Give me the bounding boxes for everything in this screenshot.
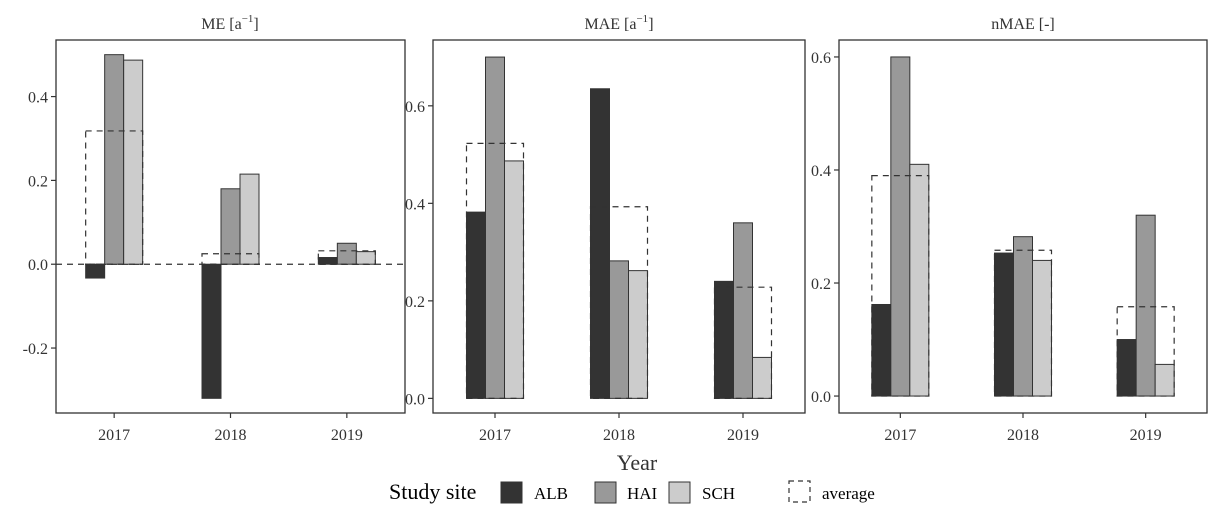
bar-hai-2018: [220, 188, 241, 265]
x-tick-label: 2018: [603, 427, 635, 444]
panel-title-superscript: −1: [242, 13, 254, 25]
bar-hai-2018: [1013, 236, 1033, 397]
bar-hai-2018: [609, 260, 629, 399]
bar-sch-2019: [752, 356, 772, 399]
bar-hai-2019: [336, 242, 357, 265]
average-outline-2017: [871, 175, 930, 397]
legend-title: Study site: [389, 479, 476, 504]
panel-1: ME [a−1] -0.2 0.0 0.2 0.4 2017 2018 2019: [23, 13, 406, 444]
y-tick-label: 0.2: [811, 276, 831, 293]
bar-hai-2017: [104, 54, 125, 265]
legend-swatch-alb: [500, 481, 523, 504]
x-tick-label: 2018: [1007, 427, 1039, 444]
legend-label-average: average: [822, 484, 875, 503]
y-tick-label: -0.2: [23, 341, 48, 358]
panel-title-suffix: ]: [253, 16, 258, 33]
y-tick-label: 0.0: [811, 389, 831, 406]
x-tick-label: 2019: [331, 427, 363, 444]
x-tick-label: 2017: [884, 427, 916, 444]
panel-3: nMAE [-] 0.0 0.2 0.4 0.6 2017 2018 2019: [811, 16, 1208, 444]
average-outline-2019: [713, 286, 773, 399]
y-tick-label: 0.6: [811, 50, 831, 67]
bar-hai-2017: [485, 56, 505, 399]
bar-sch-2017: [504, 160, 524, 399]
bar-sch-2017: [909, 163, 930, 397]
panel-title: ME [a−1]: [201, 13, 258, 33]
legend: Study site ALB HAI SCH average: [389, 479, 875, 504]
bar-alb-2019: [317, 257, 338, 265]
average-outline-2017: [85, 130, 144, 265]
x-tick-label: 2017: [98, 427, 130, 444]
bar-sch-2019: [1154, 363, 1175, 397]
bar-hai-2019: [1135, 214, 1156, 397]
panel-title: MAE [a−1]: [584, 13, 653, 33]
bar-sch-2017: [123, 59, 144, 265]
bar-sch-2018: [1032, 259, 1052, 397]
panel-2: MAE [a−1] 0.0 0.2 0.4 0.6 2017 2018 2019: [405, 13, 806, 444]
legend-label-alb: ALB: [534, 484, 568, 503]
bar-sch-2018: [239, 173, 260, 265]
y-tick-label: 0.0: [405, 391, 425, 408]
x-axis-title: Year: [617, 450, 658, 475]
bar-sch-2019: [355, 251, 376, 265]
average-outline-2019: [1116, 306, 1175, 397]
bar-alb-2019: [714, 280, 734, 399]
y-tick-label: 0.2: [28, 173, 48, 190]
average-outline-2018: [993, 249, 1053, 397]
bar-alb-2017: [871, 303, 892, 397]
y-tick-label: 0.4: [405, 196, 425, 213]
average-outline-2018: [589, 206, 649, 399]
bar-hai-2017: [890, 56, 911, 397]
average-outline-2017: [465, 142, 525, 399]
bar-alb-2019: [1116, 339, 1137, 397]
bar-alb-2018: [590, 88, 610, 399]
bar-alb-2018: [201, 263, 222, 399]
bar-alb-2017: [466, 211, 486, 399]
bar-sch-2018: [628, 270, 648, 399]
bar-alb-2017: [85, 263, 106, 279]
legend-swatch-sch: [668, 481, 691, 504]
y-tick-label: 0.4: [28, 90, 48, 107]
x-tick-label: 2018: [215, 427, 247, 444]
legend-swatch-hai: [594, 481, 617, 504]
y-tick-label: 0.2: [405, 294, 425, 311]
x-tick-label: 2017: [479, 427, 511, 444]
y-tick-label: 0.6: [405, 99, 425, 116]
x-tick-label: 2019: [1130, 427, 1162, 444]
y-tick-label: 0.0: [28, 257, 48, 274]
bar-hai-2019: [733, 222, 753, 399]
average-outline-2019: [317, 250, 376, 265]
x-tick-label: 2019: [727, 427, 759, 444]
legend-label-sch: SCH: [702, 484, 735, 503]
y-tick-label: 0.4: [811, 163, 831, 180]
panel-title-suffix: ]: [648, 16, 653, 33]
bar-alb-2018: [994, 252, 1014, 397]
legend-label-hai: HAI: [627, 484, 658, 503]
panel-title-superscript: −1: [636, 13, 648, 25]
legend-swatch-average: [788, 480, 811, 503]
panel-title: nMAE [-]: [991, 16, 1055, 33]
